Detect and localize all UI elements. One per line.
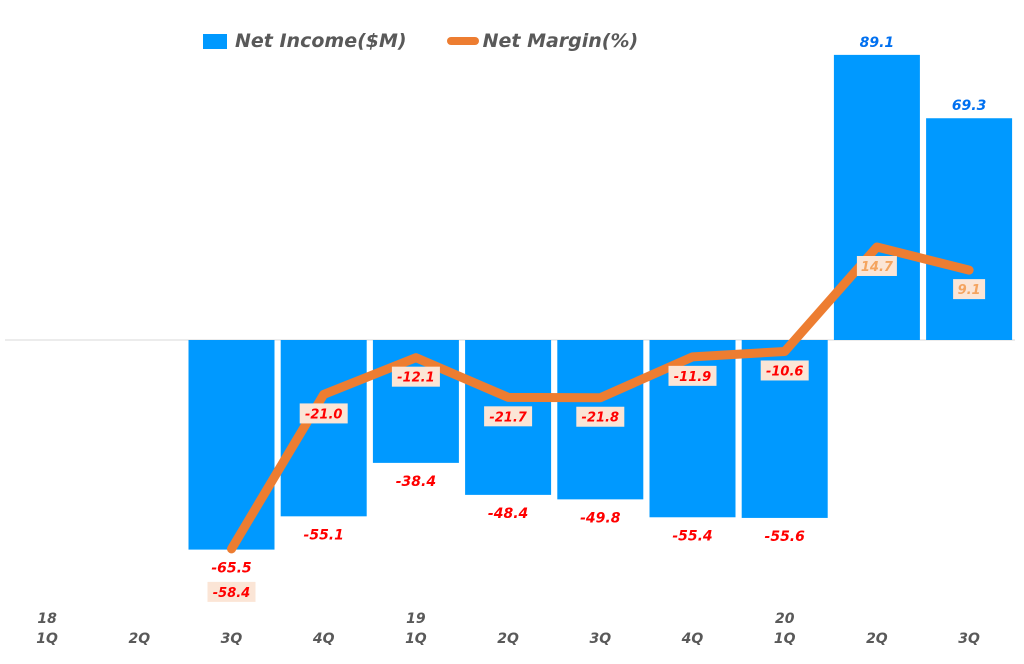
x-tick-label: 2Q — [128, 631, 150, 647]
data-label-net-margin: -10.6 — [766, 364, 803, 379]
x-tick-label: 1Q — [774, 631, 796, 647]
data-label-net-income: -55.6 — [765, 529, 806, 545]
x-tick-label: 2Q — [866, 631, 888, 647]
data-label-net-margin: -21.7 — [489, 410, 527, 425]
x-tick-label: 3Q — [958, 631, 980, 647]
x-tick-label: 3Q — [221, 631, 243, 647]
legend: Net Income($M) Net Margin(%) — [203, 30, 638, 52]
data-label-bg-net-margin — [484, 406, 533, 427]
data-label-net-income: -65.5 — [211, 561, 252, 577]
data-label-net-income: -48.4 — [488, 506, 528, 522]
data-label-net-margin: 14.7 — [861, 260, 894, 275]
data-label-net-margin: -21.8 — [582, 411, 619, 426]
data-label-bg-net-margin — [668, 365, 717, 386]
data-label-net-income: -38.4 — [396, 474, 436, 490]
data-label-bg-net-margin — [953, 279, 986, 300]
x-year-label: 19 — [406, 611, 426, 627]
data-label-net-margin: -58.4 — [213, 586, 250, 601]
data-label-net-margin: 9.1 — [958, 283, 981, 298]
legend-label-net-margin: Net Margin(%) — [482, 30, 639, 52]
data-label-bg-net-margin — [299, 403, 348, 424]
x-year-label: 20 — [775, 611, 795, 627]
x-tick-label: 4Q — [681, 631, 704, 647]
x-tick-label: 4Q — [312, 631, 335, 647]
bar-net-income — [833, 54, 920, 340]
data-label-net-margin: -21.0 — [305, 407, 342, 422]
data-label-bg-net-margin — [856, 255, 897, 276]
legend-label-net-income: Net Income($M) — [235, 30, 407, 52]
data-label-net-income: -49.8 — [580, 510, 621, 526]
x-tick-label: 1Q — [36, 631, 58, 647]
data-label-net-margin: -12.1 — [397, 371, 434, 386]
x-tick-label: 1Q — [405, 631, 427, 647]
bar-net-income — [280, 340, 367, 517]
bar-net-income — [926, 118, 1013, 341]
data-label-net-income: -55.1 — [304, 527, 344, 543]
data-label-bg-net-margin — [391, 366, 440, 387]
data-label-net-income: 89.1 — [860, 35, 895, 51]
data-label-bg-net-margin — [207, 581, 256, 602]
data-label-bg-net-margin — [576, 406, 625, 427]
line-net-margin — [227, 242, 974, 554]
x-tick-label: 3Q — [589, 631, 611, 647]
data-label-net-income: 69.3 — [952, 98, 987, 114]
x-year-label: 18 — [37, 611, 57, 627]
data-label-net-margin: -11.9 — [674, 370, 711, 385]
x-tick-label: 2Q — [497, 631, 519, 647]
legend-swatch-net-income — [203, 33, 227, 49]
data-label-bg-net-margin — [760, 360, 809, 381]
data-label-net-income: -55.4 — [672, 528, 712, 544]
legend-swatch-net-margin — [446, 37, 479, 45]
bar-net-income — [188, 340, 275, 550]
